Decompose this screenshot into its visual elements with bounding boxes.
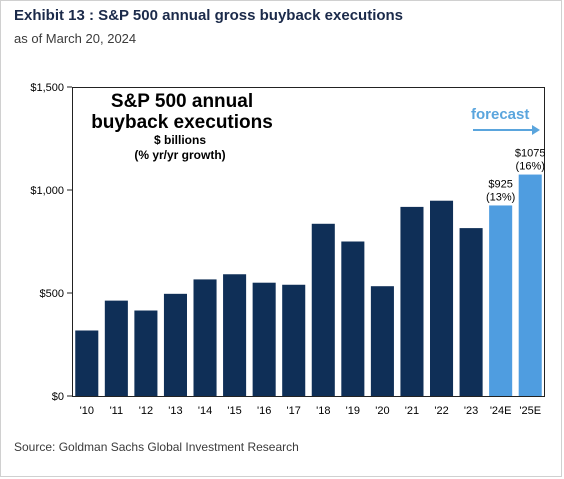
bar: [459, 228, 483, 396]
chart-title-line-1: S&P 500 annual: [110, 91, 254, 112]
x-tick-label: '19: [346, 405, 360, 417]
bar: [400, 206, 424, 396]
chart-title-line-2: buyback executions: [91, 112, 273, 133]
x-tick-label: '17: [287, 405, 301, 417]
x-tick-label: '22: [434, 405, 448, 417]
x-tick-label: '20: [375, 405, 389, 417]
x-tick-label: '16: [257, 405, 271, 417]
bar: [430, 200, 454, 396]
x-tick-label: '24E: [490, 405, 512, 417]
bar: [134, 310, 158, 396]
plot-area: [72, 87, 545, 397]
exhibit-subtitle: as of March 20, 2024: [14, 31, 137, 46]
x-tick-label: '21: [405, 405, 419, 417]
data-label-growth: (13%): [486, 191, 515, 203]
chart-subtitle-line-2: (% yr/yr growth): [134, 148, 226, 162]
bar: [223, 274, 247, 396]
source-note: Source: Goldman Sachs Global Investment …: [14, 440, 299, 454]
y-tick-label: $1,000: [30, 185, 64, 197]
bar: [311, 223, 335, 396]
forecast-label: forecast: [471, 106, 530, 123]
forecast-arrow-icon: [532, 125, 540, 135]
y-tick-label: $1,500: [30, 82, 64, 94]
x-tick-label: '18: [316, 405, 330, 417]
x-tick-label: '13: [168, 405, 182, 417]
x-tick-label: '15: [227, 405, 241, 417]
y-tick-label: $0: [52, 391, 64, 403]
y-tick-label: $500: [40, 288, 64, 300]
x-tick-label: '12: [139, 405, 153, 417]
bar: [370, 286, 394, 396]
bar: [193, 279, 217, 396]
chart-subtitle: $ billions (% yr/yr growth): [105, 133, 255, 163]
x-tick-label: '10: [80, 405, 94, 417]
bar: [341, 241, 365, 396]
chart-title: S&P 500 annual buyback executions: [87, 91, 277, 133]
data-label-value: $1075: [515, 148, 546, 160]
x-tick-label: '14: [198, 405, 212, 417]
bar: [518, 174, 542, 396]
bar: [104, 300, 128, 396]
x-tick-label: '11: [110, 405, 124, 417]
x-tick-label: '25E: [519, 405, 541, 417]
bar: [282, 284, 306, 396]
data-label-value: $925: [488, 178, 512, 190]
bar: [75, 330, 99, 396]
data-label-growth: (16%): [516, 161, 545, 173]
bar: [163, 293, 187, 396]
x-tick-label: '23: [464, 405, 478, 417]
bar: [252, 282, 276, 396]
bar: [489, 205, 513, 396]
exhibit-title: Exhibit 13 : S&P 500 annual gross buybac…: [14, 7, 404, 24]
chart-subtitle-line-1: $ billions: [153, 133, 206, 147]
